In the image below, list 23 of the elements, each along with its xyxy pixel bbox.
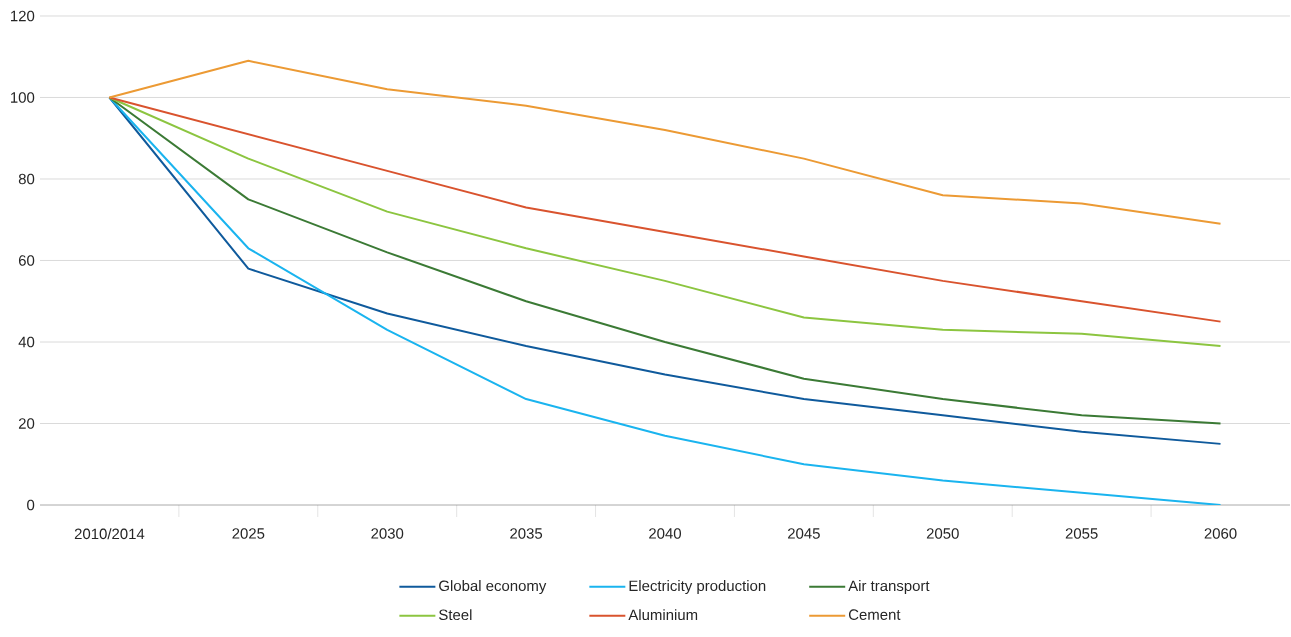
y-tick-label: 80 [18,173,35,185]
legend-label: Steel [439,609,472,621]
x-tick-label: 2045 [788,528,820,539]
y-tick-label: 20 [18,418,35,429]
x-tick-label: 2010/2014 [74,528,145,540]
x-tick-label: 2030 [371,528,404,539]
legend-label: Electricity production [629,580,766,595]
legend-label: Aluminium [628,609,698,621]
x-tick-label: 2035 [510,528,543,539]
x-tick-label: 2060 [1204,528,1237,539]
x-tick-label: 2050 [926,528,959,539]
x-tick-label: 2055 [1065,528,1098,539]
y-tick-label: 40 [18,336,35,348]
y-tick-label: 100 [11,92,35,103]
y-tick-label: 0 [27,499,35,511]
line-series [108,59,1222,225]
x-tick-label: 2025 [232,528,265,539]
y-tick-label: 120 [11,10,35,22]
legend-label: Cement [848,609,901,620]
y-tick-label: 60 [18,255,35,266]
legend-label: Air transport [848,580,930,595]
legend-label: Global economy [439,580,547,595]
x-tick-label: 2040 [649,528,682,539]
